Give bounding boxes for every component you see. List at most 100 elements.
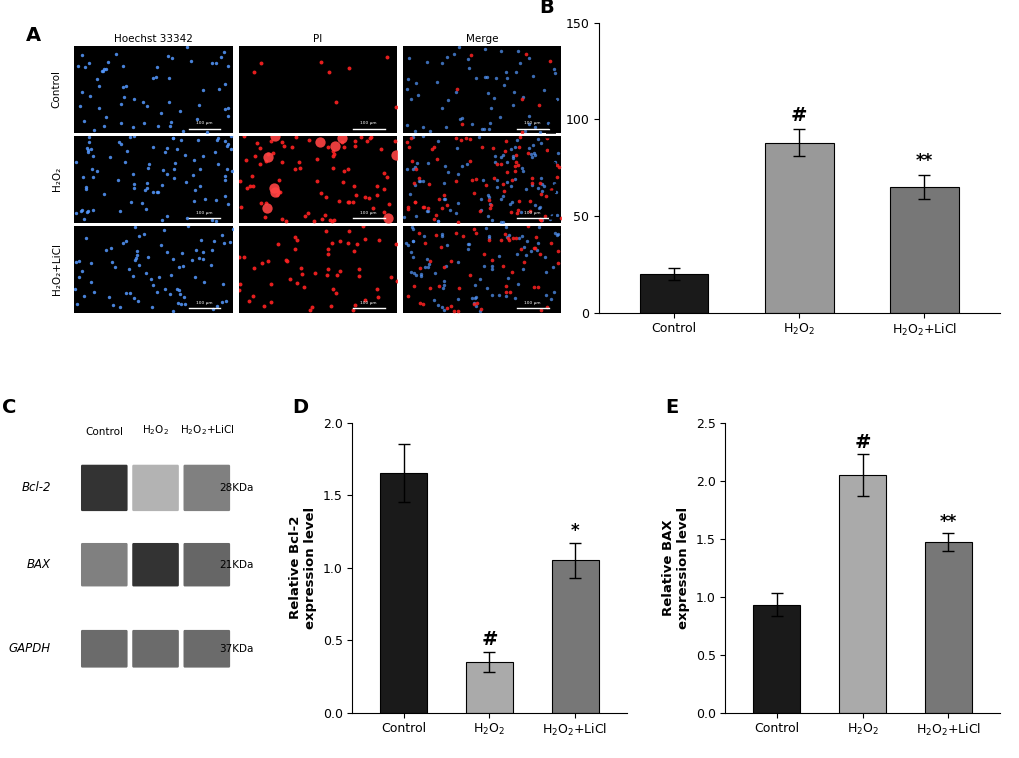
- Point: [159, 168, 175, 180]
- Point: [346, 135, 363, 147]
- Point: [256, 300, 272, 312]
- Point: [258, 196, 274, 208]
- Point: [428, 229, 444, 241]
- Point: [217, 190, 233, 202]
- Point: [404, 221, 420, 233]
- Point: [112, 117, 128, 129]
- Point: [480, 230, 496, 242]
- Point: [166, 162, 182, 174]
- Point: [263, 135, 279, 147]
- Point: [271, 174, 287, 186]
- Point: [140, 161, 156, 174]
- Point: [118, 287, 135, 299]
- Point: [529, 133, 545, 145]
- Point: [436, 160, 452, 172]
- Point: [375, 168, 391, 180]
- Point: [460, 237, 476, 249]
- Point: [220, 110, 236, 122]
- Point: [110, 174, 126, 186]
- Point: [267, 186, 283, 199]
- Point: [272, 186, 288, 199]
- Point: [416, 230, 432, 243]
- Point: [481, 197, 497, 209]
- Point: [129, 295, 146, 307]
- Point: [468, 299, 484, 312]
- Point: [419, 262, 435, 274]
- Point: [442, 255, 459, 267]
- Point: [125, 292, 142, 304]
- Point: [105, 299, 121, 312]
- Point: [548, 171, 565, 183]
- Point: [477, 222, 493, 234]
- Point: [500, 229, 517, 241]
- Point: [79, 205, 96, 218]
- Point: [195, 253, 211, 265]
- Point: [247, 150, 263, 162]
- Point: [137, 184, 153, 196]
- Point: [447, 227, 464, 239]
- FancyBboxPatch shape: [183, 465, 230, 511]
- Point: [339, 236, 356, 249]
- Point: [534, 214, 550, 226]
- Point: [397, 237, 414, 249]
- Point: [253, 56, 269, 68]
- Point: [373, 143, 389, 155]
- Point: [486, 172, 502, 184]
- Point: [488, 174, 504, 186]
- Point: [461, 269, 477, 281]
- Point: [461, 61, 477, 74]
- Point: [479, 281, 495, 293]
- Point: [428, 76, 444, 88]
- Point: [369, 180, 385, 193]
- Point: [79, 142, 96, 154]
- Point: [426, 294, 442, 306]
- Point: [436, 193, 452, 205]
- Point: [182, 55, 199, 67]
- Point: [296, 280, 312, 293]
- Point: [191, 252, 207, 264]
- Point: [517, 49, 533, 61]
- Point: [494, 149, 511, 161]
- Point: [186, 183, 203, 196]
- Point: [166, 172, 182, 184]
- Point: [141, 158, 157, 171]
- Point: [249, 137, 265, 149]
- Point: [235, 130, 252, 142]
- Point: [153, 107, 169, 119]
- Point: [409, 157, 425, 169]
- Point: [318, 191, 334, 203]
- Point: [420, 157, 436, 169]
- Point: [460, 243, 476, 255]
- Point: [405, 268, 421, 280]
- Point: [75, 213, 92, 225]
- Point: [529, 244, 545, 256]
- Point: [538, 289, 554, 301]
- Point: [118, 235, 135, 247]
- Point: [324, 283, 340, 295]
- Point: [175, 291, 192, 303]
- Point: [107, 48, 123, 60]
- Point: [435, 177, 451, 190]
- Point: [447, 86, 464, 98]
- Point: [532, 126, 548, 138]
- Point: [162, 287, 178, 299]
- Point: [73, 49, 90, 61]
- Point: [515, 91, 531, 103]
- Point: [164, 133, 180, 145]
- Point: [252, 142, 268, 154]
- Point: [545, 63, 561, 75]
- Point: [333, 136, 350, 149]
- Point: [365, 202, 381, 215]
- Point: [552, 211, 569, 224]
- Point: [184, 169, 201, 181]
- Text: Merge: Merge: [466, 34, 497, 44]
- Point: [312, 136, 328, 148]
- Point: [405, 131, 421, 143]
- Point: [476, 43, 492, 55]
- Point: [532, 136, 548, 149]
- Point: [405, 235, 421, 247]
- Point: [83, 276, 99, 288]
- Point: [464, 174, 480, 186]
- Point: [514, 230, 530, 242]
- Point: [545, 177, 561, 190]
